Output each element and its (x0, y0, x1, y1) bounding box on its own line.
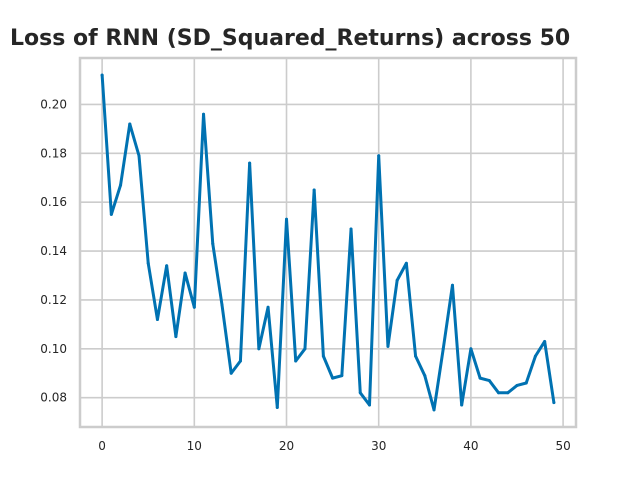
data-point-30 (377, 154, 381, 158)
data-point-27 (349, 227, 353, 231)
data-point-42 (487, 379, 491, 383)
x-tick-label-3: 30 (371, 439, 386, 453)
chart-title: Loss of RNN (SD_Squared_Returns) across … (10, 26, 571, 51)
series-layer (100, 73, 556, 412)
data-point-21 (294, 359, 298, 363)
grid-lines (80, 58, 576, 427)
data-point-34 (414, 354, 418, 358)
data-point-41 (478, 376, 482, 380)
data-point-25 (331, 376, 335, 380)
data-point-46 (524, 381, 528, 385)
data-point-3 (128, 122, 132, 126)
data-point-38 (450, 283, 454, 287)
data-point-36 (432, 408, 436, 412)
data-point-0 (100, 73, 104, 77)
data-point-9 (183, 271, 187, 275)
data-point-31 (386, 344, 390, 348)
x-tick-label-1: 10 (187, 439, 202, 453)
data-point-44 (506, 391, 510, 395)
data-point-19 (275, 405, 279, 409)
data-point-12 (211, 242, 215, 246)
y-tick-label-0: 0.08 (40, 391, 67, 405)
y-tick-label-6: 0.20 (40, 97, 67, 111)
x-tick-label-2: 20 (279, 439, 294, 453)
data-point-29 (367, 403, 371, 407)
data-point-40 (469, 347, 473, 351)
data-point-20 (285, 217, 289, 221)
data-point-24 (321, 354, 325, 358)
data-point-43 (497, 391, 501, 395)
y-tick-label-5: 0.18 (40, 146, 67, 160)
y-tick-label-4: 0.16 (40, 195, 67, 209)
data-point-6 (155, 317, 159, 321)
data-point-7 (165, 264, 169, 268)
data-point-32 (395, 278, 399, 282)
data-point-14 (229, 371, 233, 375)
data-point-47 (533, 354, 537, 358)
data-point-17 (257, 347, 261, 351)
data-point-18 (266, 305, 270, 309)
tick-labels: 0 10 20 30 40 50 0.08 0.10 0.12 0.14 0.16 0.18 0.20 (40, 97, 570, 453)
data-point-8 (174, 335, 178, 339)
data-point-23 (312, 188, 316, 192)
data-point-39 (460, 403, 464, 407)
data-point-13 (220, 303, 224, 307)
data-point-49 (552, 401, 556, 405)
data-point-5 (146, 261, 150, 265)
data-point-22 (303, 347, 307, 351)
data-point-28 (358, 391, 362, 395)
data-point-45 (515, 383, 519, 387)
x-tick-label-5: 50 (555, 439, 570, 453)
data-point-33 (404, 261, 408, 265)
plot-frame (78, 56, 578, 429)
data-point-35 (423, 374, 427, 378)
data-point-4 (137, 154, 141, 158)
data-point-48 (543, 339, 547, 343)
x-tick-label-0: 0 (98, 439, 106, 453)
axes-frame (78, 56, 578, 429)
data-point-16 (248, 161, 252, 165)
data-point-1 (109, 212, 113, 216)
y-tick-label-3: 0.14 (40, 244, 67, 258)
data-point-2 (119, 183, 123, 187)
y-tick-label-2: 0.12 (40, 293, 67, 307)
data-point-26 (340, 374, 344, 378)
data-point-37 (441, 347, 445, 351)
data-point-11 (202, 112, 206, 116)
data-point-15 (238, 359, 242, 363)
data-point-10 (192, 305, 196, 309)
x-tick-label-4: 40 (463, 439, 478, 453)
y-tick-label-1: 0.10 (40, 342, 67, 356)
series-line-0 (100, 73, 556, 412)
